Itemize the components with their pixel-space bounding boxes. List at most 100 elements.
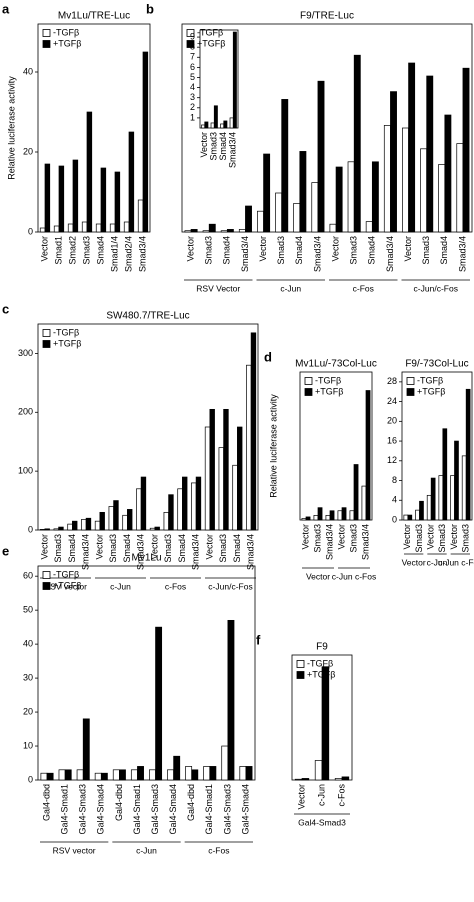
bar xyxy=(239,766,247,781)
x-tick-label: c-Jun xyxy=(316,784,326,806)
y-tick-label: 20 xyxy=(23,146,33,156)
bar xyxy=(81,221,88,233)
bar xyxy=(237,426,243,531)
bar xyxy=(317,80,325,233)
x-tick-label: Smad2/4 xyxy=(123,236,133,272)
y-tick-label: 1 xyxy=(190,112,195,122)
bar xyxy=(208,223,216,233)
bar xyxy=(114,171,121,233)
plot-frame xyxy=(37,565,256,781)
x-tick-label: Gal4-Smad3 xyxy=(150,784,160,835)
x-tick-label: Smad4 xyxy=(222,236,232,265)
legend-label: +TGFβ xyxy=(53,338,81,348)
group-label: c-Jun xyxy=(427,557,448,567)
x-tick-label: Gal4-dbd xyxy=(41,784,51,821)
bar xyxy=(220,230,228,233)
x-tick-label: Vector xyxy=(39,236,49,262)
x-tick-label: Smad4 xyxy=(232,534,242,563)
bar xyxy=(301,778,310,781)
bar xyxy=(383,125,391,233)
bar xyxy=(305,516,311,521)
x-tick-label: Smad3 xyxy=(204,236,214,265)
bar xyxy=(140,476,147,531)
legend-label: -TGFβ xyxy=(53,569,79,579)
legend-swatch xyxy=(296,671,305,679)
x-tick-label: Gal4-Smad1 xyxy=(60,784,70,835)
bar xyxy=(461,455,467,521)
x-tick-label: Smad3/4 xyxy=(457,236,467,272)
bar xyxy=(465,388,471,521)
bar xyxy=(442,428,448,521)
bar xyxy=(112,769,120,781)
bar xyxy=(408,62,416,233)
legend-label: -TGFβ xyxy=(315,375,341,385)
x-tick-label: Smad3/4 xyxy=(385,236,395,272)
x-tick-label: Smad3 xyxy=(437,524,447,553)
x-tick-label: Vector xyxy=(185,236,195,262)
bar xyxy=(191,482,197,531)
bar xyxy=(100,772,108,781)
group-label: c-Jun/c-Fos xyxy=(414,283,458,293)
legend-swatch xyxy=(42,29,51,37)
x-tick-label: Smad3 xyxy=(81,236,91,265)
bar xyxy=(72,159,79,233)
group-label: c-Jun c-Fos xyxy=(438,557,474,567)
bar xyxy=(44,528,50,531)
legend-label: -TGFβ xyxy=(53,327,79,337)
bar xyxy=(334,778,343,781)
chart-title: Mv1Lu xyxy=(131,553,161,564)
bar xyxy=(223,120,228,129)
x-tick-label: Smad3/4 xyxy=(246,534,256,570)
y-tick-label: 4 xyxy=(190,82,195,92)
x-tick-label: Smad3/4 xyxy=(136,534,146,570)
x-tick-label: Smad4 xyxy=(218,132,228,161)
x-tick-label: Smad3/4 xyxy=(312,236,322,272)
bar xyxy=(419,500,424,521)
x-tick-label: Vector xyxy=(39,534,49,560)
legend-label: +TGFβ xyxy=(417,386,445,396)
bar xyxy=(58,165,65,233)
bar xyxy=(64,769,72,781)
x-tick-label: Vector xyxy=(403,236,413,262)
bar xyxy=(347,161,355,233)
bar xyxy=(123,221,130,233)
x-tick-label: Vector xyxy=(296,784,306,810)
bar xyxy=(46,772,54,781)
x-tick-label: Smad4 xyxy=(95,236,105,265)
x-tick-label: Smad2 xyxy=(67,236,77,265)
x-tick-label: Vector xyxy=(149,534,159,560)
x-tick-label: Vector xyxy=(300,524,310,550)
x-tick-label: Smad3/4 xyxy=(360,524,370,560)
y-tick-label: 20 xyxy=(23,706,33,716)
bar xyxy=(209,408,215,531)
bar xyxy=(173,755,181,781)
bar xyxy=(402,127,409,233)
bar xyxy=(109,223,116,233)
y-tick-label: 8 xyxy=(190,42,195,52)
x-tick-label: Smad3/4 xyxy=(191,534,201,570)
x-tick-label: Vector xyxy=(449,524,459,550)
plot-frame xyxy=(299,371,373,521)
bar xyxy=(335,166,343,233)
legend-swatch xyxy=(186,40,195,48)
bar xyxy=(85,517,92,531)
bar xyxy=(371,161,379,233)
chart-title: F9 xyxy=(316,642,328,653)
legend-label: -TGFβ xyxy=(417,375,443,385)
bar xyxy=(167,769,174,781)
bar xyxy=(245,766,253,781)
y-tick-label: 40 xyxy=(23,66,33,76)
bar xyxy=(137,766,144,781)
x-tick-label: Smad3 xyxy=(348,524,358,553)
y-tick-label: 60 xyxy=(23,571,33,581)
bar xyxy=(415,509,420,521)
bar xyxy=(94,772,102,781)
plot-frame xyxy=(37,23,151,233)
bar xyxy=(44,163,51,233)
bar xyxy=(329,223,337,233)
y-tick-label: 0 xyxy=(28,774,33,784)
y-axis-label: Relative luciferase activity xyxy=(268,394,278,498)
bar xyxy=(108,506,114,531)
x-tick-label: Smad4 xyxy=(67,534,77,563)
